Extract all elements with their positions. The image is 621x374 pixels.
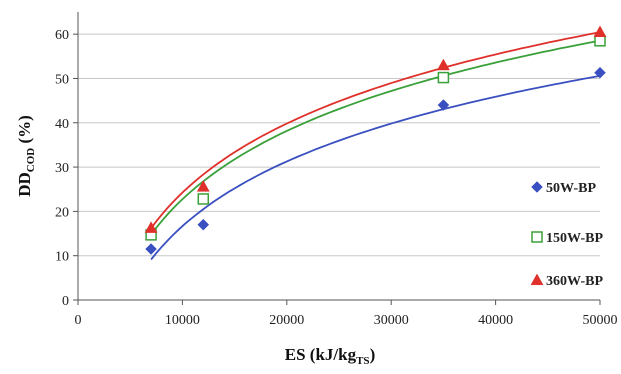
data-point-50W-BP xyxy=(197,218,210,231)
data-point-360W-BP xyxy=(593,25,607,37)
tick-label-x: 50000 xyxy=(583,313,618,328)
legend-marker-150W-BP xyxy=(531,231,543,243)
tick-label-x: 30000 xyxy=(374,313,409,328)
tick-labels: 0 10 20 30 40 50 60 0 10000 20000 30000 40000 50000 xyxy=(55,28,618,328)
tick-label-y: 40 xyxy=(55,117,69,132)
tick-label-x: 10000 xyxy=(165,313,200,328)
data-point-150W-BP xyxy=(437,71,450,84)
data-point-150W-BP xyxy=(197,193,210,205)
data-point-150W-BP xyxy=(594,35,606,47)
tick-label-x: 40000 xyxy=(478,313,513,328)
legend-marker-360W-BP xyxy=(530,273,544,286)
data-point-360W-BP xyxy=(144,221,158,233)
legend-marker-50W-BP xyxy=(531,181,543,193)
fit-curve-150W-BP xyxy=(150,39,601,236)
data-point-50W-BP xyxy=(145,243,157,255)
tick-label-y: 60 xyxy=(55,28,69,43)
legend: 50W-BP 150W-BP 360W-BP xyxy=(530,181,603,289)
data-point-50W-BP xyxy=(437,99,450,111)
data-markers xyxy=(144,25,607,255)
tick-label-x: 20000 xyxy=(269,313,304,328)
data-point-50W-BP xyxy=(594,66,606,79)
tick-label-x: 0 xyxy=(75,313,82,328)
legend-label-50W-BP: 50W-BP xyxy=(546,181,596,196)
fit-curve-360W-BP xyxy=(150,31,601,229)
tick-label-y: 30 xyxy=(55,161,69,176)
fit-curve-50W-BP xyxy=(150,75,601,261)
legend-label-360W-BP: 360W-BP xyxy=(546,274,603,289)
y-axis-title: DDCOD (%) xyxy=(15,115,37,197)
tick-label-y: 10 xyxy=(55,250,69,265)
fit-curves xyxy=(150,31,601,261)
legend-label-150W-BP: 150W-BP xyxy=(546,231,603,246)
tick-label-y: 50 xyxy=(55,72,69,87)
x-axis-title: ES (kJ/kgTS) xyxy=(285,345,375,367)
data-point-360W-BP xyxy=(436,58,450,71)
tick-label-y: 20 xyxy=(55,205,69,220)
data-point-360W-BP xyxy=(196,180,210,192)
axes xyxy=(73,12,601,305)
tick-label-y: 0 xyxy=(62,294,69,309)
